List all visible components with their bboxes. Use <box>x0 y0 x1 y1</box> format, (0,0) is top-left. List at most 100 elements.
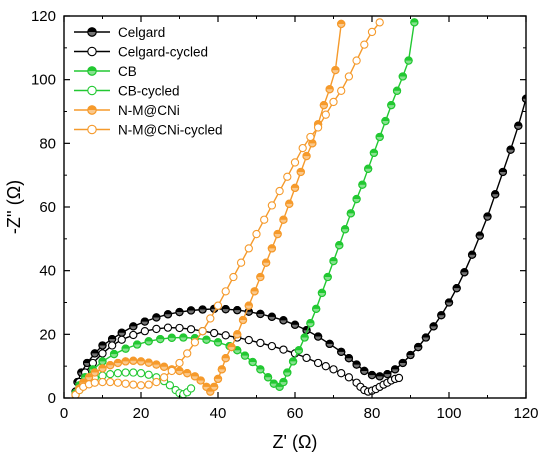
data-point <box>129 368 138 377</box>
data-point <box>321 110 330 119</box>
data-point <box>306 319 315 328</box>
data-point <box>244 244 253 253</box>
data-point <box>256 365 265 374</box>
data-point <box>144 358 153 367</box>
data-point <box>288 357 298 366</box>
legend-item-cb: CB <box>74 64 137 79</box>
data-point <box>319 100 329 110</box>
data-point <box>263 373 273 382</box>
data-point <box>132 340 142 349</box>
legend-item-celgard-cycled: Celgard-cycled <box>74 45 208 60</box>
data-point <box>273 229 282 239</box>
data-point <box>229 272 238 282</box>
data-point <box>331 65 340 75</box>
data-point <box>213 374 223 384</box>
data-point <box>360 366 369 376</box>
data-point <box>233 346 242 355</box>
data-point <box>98 349 107 358</box>
data-point <box>346 209 355 218</box>
data-point <box>256 272 265 282</box>
series-n-m-cni <box>71 19 346 398</box>
data-point <box>113 369 123 378</box>
data-point <box>213 338 223 347</box>
data-point <box>209 328 219 338</box>
data-point <box>300 333 309 342</box>
data-point <box>221 287 230 296</box>
data-point <box>213 301 223 310</box>
data-point <box>298 143 307 153</box>
y-tick-label-120: 120 <box>31 8 56 25</box>
y-tick-label-0: 0 <box>48 390 56 407</box>
x-tick-label-0: 0 <box>60 405 68 422</box>
data-point <box>294 346 303 355</box>
data-point <box>444 298 454 307</box>
data-point <box>117 328 126 337</box>
legend-label: CB <box>118 64 137 79</box>
data-point <box>159 373 169 382</box>
legend: Celgard Celgard-cycled CB CB-cycled N-M@CNi N… <box>74 25 222 138</box>
data-point <box>221 331 230 340</box>
y-axis-title: -Z'' (Ω) <box>4 180 24 234</box>
data-point <box>369 148 379 158</box>
data-point <box>136 369 146 378</box>
data-point <box>410 18 419 27</box>
data-point <box>296 167 305 177</box>
data-point <box>256 338 265 348</box>
data-point <box>358 180 367 189</box>
data-point <box>140 326 149 336</box>
data-point <box>256 309 265 319</box>
data-point <box>267 201 277 210</box>
data-point <box>344 72 354 81</box>
data-point <box>283 172 292 181</box>
data-point <box>404 56 413 65</box>
data-point <box>129 380 138 389</box>
data-point <box>398 358 407 368</box>
data-point <box>521 94 526 103</box>
data-point <box>209 382 219 392</box>
data-point <box>198 305 207 314</box>
data-point <box>183 369 192 378</box>
data-point <box>244 335 253 345</box>
data-point <box>506 145 515 154</box>
data-point <box>90 368 99 377</box>
data-point <box>90 378 99 387</box>
data-point <box>217 365 226 374</box>
x-tick-label-80: 80 <box>364 405 381 422</box>
data-point <box>244 301 253 310</box>
data-point <box>360 40 369 49</box>
y-tick-label-100: 100 <box>31 72 56 89</box>
data-point <box>329 365 338 374</box>
data-point <box>279 215 288 224</box>
data-point <box>483 212 492 221</box>
data-point <box>227 342 236 352</box>
x-tick-label-100: 100 <box>436 405 461 422</box>
data-point <box>156 334 165 344</box>
data-point <box>352 194 361 204</box>
ticks-layer: 0 20 40 60 80 100 120 0 20 40 60 80 100 120 <box>31 8 539 422</box>
data-point <box>107 334 117 344</box>
data-point <box>306 132 315 142</box>
data-point <box>98 341 107 350</box>
legend-label: Celgard <box>118 25 165 40</box>
data-point <box>337 347 346 356</box>
data-point <box>375 18 384 27</box>
data-point <box>367 370 377 380</box>
legend-label: N-M@CNi-cycled <box>118 123 222 138</box>
data-point <box>421 333 431 342</box>
data-point <box>367 27 377 37</box>
data-point <box>175 366 184 376</box>
data-point <box>152 324 161 334</box>
data-point <box>250 287 259 296</box>
legend-marker <box>87 46 97 57</box>
data-point <box>335 241 344 250</box>
data-point <box>136 357 146 366</box>
data-point <box>285 199 294 208</box>
data-point <box>129 356 138 365</box>
data-point <box>144 380 153 389</box>
data-point <box>121 344 130 353</box>
data-point <box>279 316 288 325</box>
data-point <box>337 86 346 95</box>
data-point <box>136 381 146 390</box>
x-tick-label-120: 120 <box>513 405 538 422</box>
data-point <box>406 350 415 360</box>
